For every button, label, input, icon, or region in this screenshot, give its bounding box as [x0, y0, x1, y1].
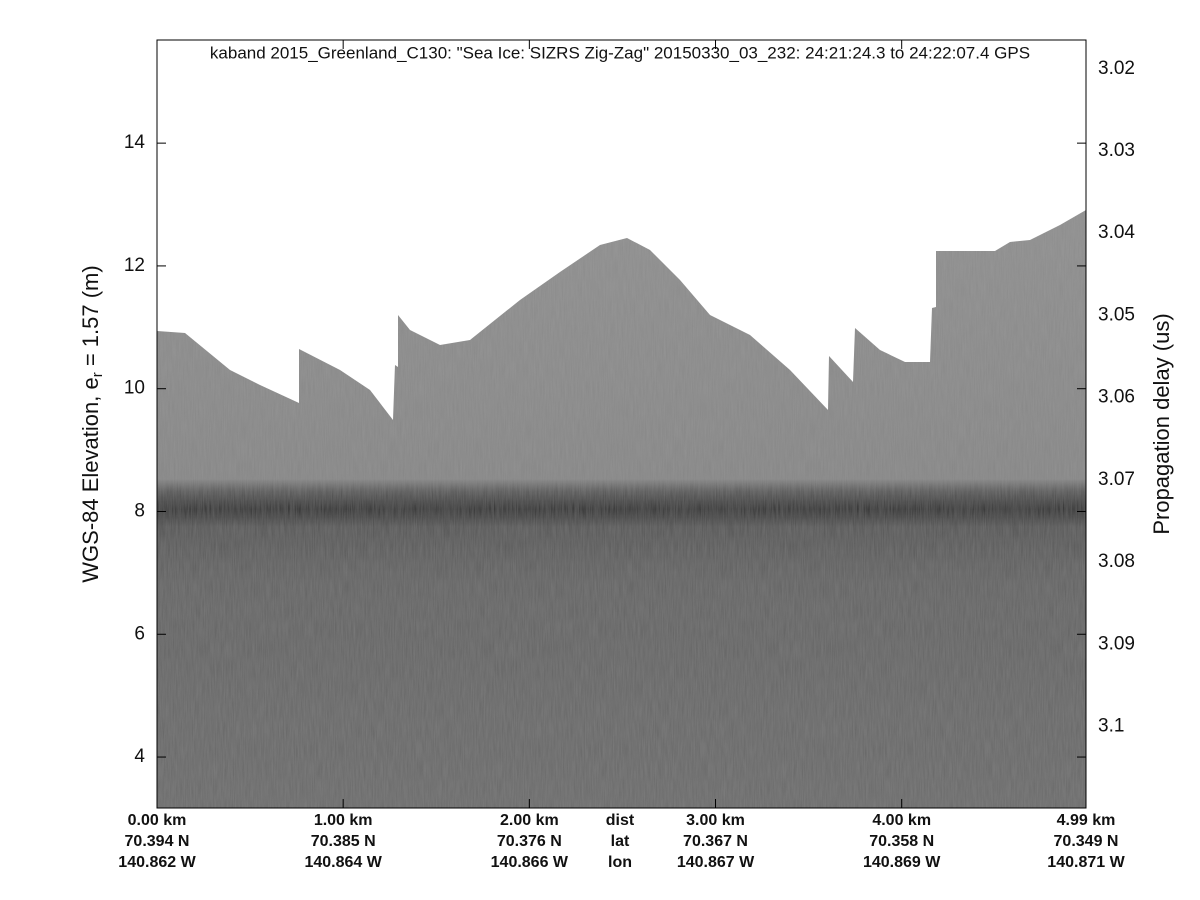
y2-tick-label: 3.05: [1098, 304, 1135, 325]
y2-tick-label: 3.1: [1098, 716, 1124, 737]
y-tick-label: 4: [134, 746, 145, 767]
y-tick-label: 6: [134, 623, 145, 644]
echogram-image: [157, 210, 1086, 808]
row-label: lat: [611, 833, 630, 850]
x-tick-lon: 140.871 W: [1047, 854, 1125, 871]
x-tick-lon: 140.862 W: [118, 854, 196, 871]
x-tick-lon: 140.866 W: [491, 854, 569, 871]
y-axis-label: WGS-84 Elevation, er = 1.57 (m): [78, 265, 106, 582]
x-tick-lat: 70.385 N: [311, 833, 376, 850]
x-tick-lon: 140.869 W: [863, 854, 941, 871]
x-tick-label: 0.00 km: [128, 812, 187, 829]
y-label-sub: r: [89, 372, 106, 377]
x-tick-label: 2.00 km: [500, 812, 559, 829]
y2-tick-label: 3.02: [1098, 58, 1135, 79]
chart-title: kaband 2015_Greenland_C130: "Sea Ice: SI…: [210, 43, 1030, 62]
row-label: dist: [606, 812, 635, 829]
y-tick-label: 14: [124, 132, 146, 153]
y2-tick-label: 3.06: [1098, 387, 1135, 408]
x-tick-lon: 140.867 W: [677, 854, 755, 871]
row-label: lon: [608, 854, 632, 871]
y-tick-label: 8: [134, 500, 145, 521]
y2-tick-label: 3.03: [1098, 140, 1135, 161]
y-label-rest: = 1.57 (m): [78, 265, 103, 372]
y-label-text: WGS-84 Elevation, e: [78, 377, 103, 582]
y2-tick-label: 3.07: [1098, 469, 1135, 490]
x-tick-label: 4.99 km: [1057, 812, 1116, 829]
x-tick-lat: 70.349 N: [1054, 833, 1119, 850]
x-tick-label: 3.00 km: [686, 812, 745, 829]
x-tick-lat: 70.394 N: [125, 833, 190, 850]
x-tick-lat: 70.376 N: [497, 833, 562, 850]
x-tick-lon: 140.864 W: [304, 854, 382, 871]
y2-tick-label: 3.09: [1098, 633, 1135, 654]
x-tick-lat: 70.358 N: [869, 833, 934, 850]
y2-tick-label: 3.08: [1098, 551, 1135, 572]
y2-axis-label: Propagation delay (us): [1149, 313, 1174, 534]
x-tick-lat: 70.367 N: [683, 833, 748, 850]
x-tick-label: 1.00 km: [314, 812, 373, 829]
x-tick-label: 4.00 km: [872, 812, 931, 829]
y2-tick-label: 3.04: [1098, 222, 1135, 243]
y-tick-label: 10: [124, 378, 145, 399]
y-tick-label: 12: [124, 255, 145, 276]
axes-box: [156, 39, 1087, 809]
